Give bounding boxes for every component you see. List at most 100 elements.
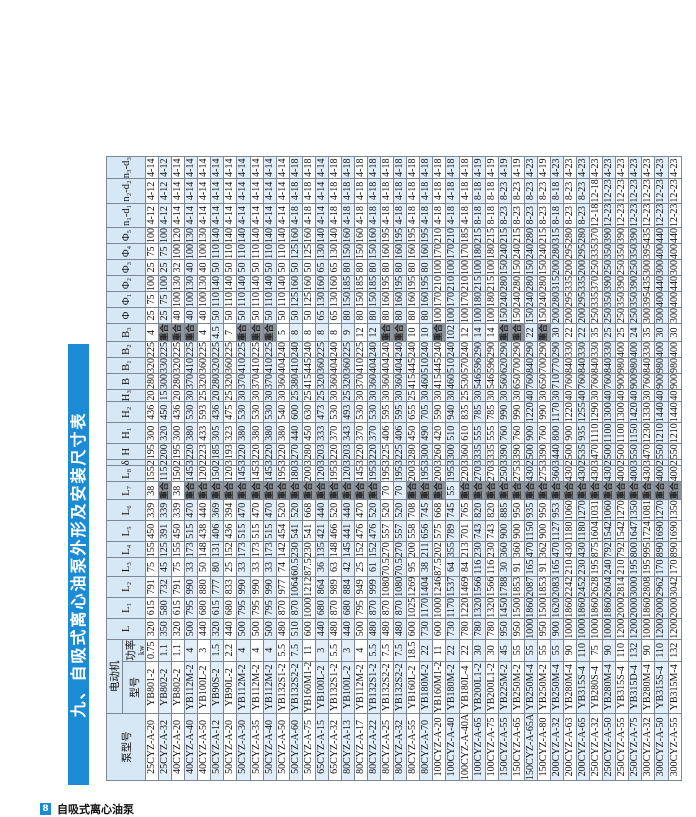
dimension-cell: 重合 xyxy=(628,481,642,500)
dimension-cell: 30 xyxy=(328,389,342,402)
dimension-cell: 240 xyxy=(524,291,538,308)
dimension-cell: 3 xyxy=(432,459,446,466)
dimension-cell: 2087 xyxy=(524,576,538,598)
dimension-cell: 450 xyxy=(406,422,420,444)
dimension-cell: 520 xyxy=(328,499,342,521)
dimension-cell: 重合 xyxy=(432,323,446,342)
dimension-cell: 1127 xyxy=(550,520,564,542)
dimension-cell: 80 xyxy=(354,259,368,276)
dimension-cell: 148 xyxy=(328,541,342,558)
dimension-cell: 2242 xyxy=(563,576,577,598)
dimension-cell: 650 xyxy=(511,373,525,390)
dimension-cell: 80 xyxy=(406,307,420,324)
dimension-cell: 45 xyxy=(158,557,172,577)
dimension-cell: 64 xyxy=(445,557,459,577)
dimension-cell: 225 xyxy=(184,341,198,358)
dimension-cell: 4-14 xyxy=(171,178,185,204)
pump-model-cell: 25CYZ-A-20 xyxy=(145,713,159,781)
dimension-cell: 215 xyxy=(472,227,486,244)
dimension-cell: 160 xyxy=(341,227,355,244)
dimension-cell: 210 xyxy=(432,227,446,244)
dimension-cell: 200 xyxy=(576,307,590,324)
dimension-cell: 重合 xyxy=(184,481,198,500)
motor-power-cell: 5.5 xyxy=(367,639,381,662)
dimension-cell: 710 xyxy=(550,373,564,390)
dimension-cell: 390 xyxy=(628,227,642,244)
dimension-cell: 280 xyxy=(576,227,590,244)
dimension-cell: 4-23 xyxy=(524,156,538,179)
dimension-cell: 1330 xyxy=(641,401,655,423)
dimension-cell: 990 xyxy=(263,576,277,598)
motor-power-cell: 3 xyxy=(341,639,355,662)
motor-model-cell: YB200L1-2 xyxy=(472,661,486,714)
dimension-cell: 430 xyxy=(602,465,616,482)
dimension-cell: 760 xyxy=(602,373,616,390)
dimension-cell: 30 xyxy=(250,389,264,402)
dimension-cell: 100 xyxy=(158,227,172,244)
dimension-cell: 280 xyxy=(302,443,316,460)
dimension-cell: 140 xyxy=(210,227,224,244)
dimension-cell: 410 xyxy=(250,357,264,374)
dimension-cell: 360 xyxy=(550,465,564,482)
dimension-cell: 110 xyxy=(276,243,290,260)
dimension-cell: 33 xyxy=(184,557,198,577)
dimension-cell: 70 xyxy=(393,481,407,500)
dimension-cell: 480 xyxy=(367,618,381,640)
dimension-cell: 40 xyxy=(576,389,590,402)
pump-model-cell: 150CYZ-A-65A xyxy=(524,713,538,781)
dimension-cell: 8-23 xyxy=(511,203,525,228)
dimension-cell: 38 xyxy=(171,481,185,500)
dimension-cell: 880 xyxy=(197,576,211,598)
dimension-cell: 33 xyxy=(236,557,250,577)
dimension-cell: 600 xyxy=(406,618,420,640)
dimension-cell: 380 xyxy=(289,373,303,390)
dimension-cell: 275 xyxy=(537,465,551,482)
dimension-cell: 380 xyxy=(250,422,264,444)
dimension-cell: 100 xyxy=(171,291,185,308)
dimension-cell: 557 xyxy=(380,520,394,542)
dimension-cell: 120 xyxy=(171,227,185,244)
dimension-cell: 570 xyxy=(459,357,473,374)
dimension-cell: 320 xyxy=(145,618,159,640)
dimension-cell: 87.5 xyxy=(432,557,446,577)
dimension-cell: 290 xyxy=(511,341,525,358)
dimension-cell: 370 xyxy=(250,373,264,390)
dimension-cell: 500 xyxy=(615,443,629,460)
dimension-cell: 840 xyxy=(641,357,655,374)
dimension-cell: 40 xyxy=(654,389,668,402)
dimension-cell: 91 xyxy=(537,557,551,577)
dimension-cell: 295 xyxy=(576,291,590,308)
dimension-cell: 40 xyxy=(563,389,577,402)
dimension-cell: 4-18 xyxy=(406,203,420,228)
dimension-cell: 35 xyxy=(641,323,655,342)
dimension-cell: 780 xyxy=(472,618,486,640)
dimension-cell: 680 xyxy=(341,597,355,619)
header-dim: B₁ xyxy=(106,357,146,374)
dimension-cell: 950 xyxy=(511,618,525,640)
dimension-cell: 400 xyxy=(668,243,682,260)
dimension-cell: 180 xyxy=(289,465,303,482)
table-row: 50CYZ-A-12 YB90S-2 1.5 320 615 777 80 131 406 369… xyxy=(210,156,224,781)
dimension-cell: 595 xyxy=(380,401,394,423)
dimension-cell: 1200 xyxy=(615,618,629,640)
dimension-cell: 500 xyxy=(263,618,277,640)
dimension-cell: 370 xyxy=(328,422,342,444)
header-dim: H xyxy=(106,443,146,460)
dimension-cell: 30 xyxy=(511,389,525,402)
dimension-cell: 14 xyxy=(472,323,486,342)
dimension-cell: 110 xyxy=(263,291,277,308)
dimension-cell: 473 xyxy=(315,401,329,423)
dimension-cell: 394 xyxy=(223,499,237,521)
pump-model-cell: 150CYZ-A-80 xyxy=(537,713,551,781)
pump-model-cell: 300CYZ-A-55 xyxy=(668,713,682,781)
dimension-cell: 150 xyxy=(210,465,224,482)
motor-model-cell: YB802-2 xyxy=(171,661,185,714)
pump-model-cell: 80CYZ-A-13 xyxy=(341,713,355,781)
dimension-cell: 185 xyxy=(341,275,355,292)
dimension-cell: 1350 xyxy=(668,499,682,521)
dimension-cell: 185 xyxy=(459,227,473,244)
dimension-cell: 110 xyxy=(250,291,264,308)
dimension-cell: 890 xyxy=(654,541,668,558)
dimension-cell: 8 xyxy=(302,323,316,342)
dimension-cell: 454 xyxy=(276,520,290,542)
